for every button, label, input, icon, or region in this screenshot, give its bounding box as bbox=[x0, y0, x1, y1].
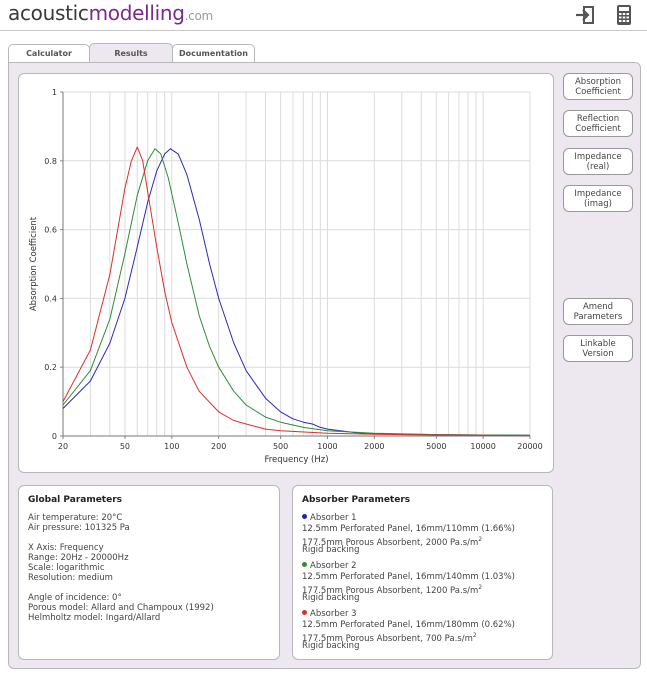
absorber-2-color-dot bbox=[302, 562, 307, 567]
absorber-1-panel: 12.5mm Perforated Panel, 16mm/110mm (1.6… bbox=[302, 524, 515, 534]
absorber-1-porous: 177.5mm Porous Absorbent, 2000 Pa.s/m2 bbox=[302, 535, 482, 548]
button-label-line2: Coefficient bbox=[575, 123, 621, 134]
param-line: Porous model: Allard and Champoux (1992) bbox=[28, 603, 214, 613]
x-tick-label: 2000 bbox=[364, 442, 384, 451]
absorber-1-backing: Rigid backing bbox=[302, 545, 360, 555]
absorber-2-name: Absorber 2 bbox=[302, 561, 357, 571]
y-tick-label: 0.6 bbox=[44, 226, 57, 235]
series-line-2 bbox=[62, 148, 531, 436]
superscript: 2 bbox=[478, 584, 483, 591]
series-line-1 bbox=[62, 148, 531, 436]
y-tick-label: 0.2 bbox=[44, 363, 57, 372]
superscript: 2 bbox=[478, 536, 483, 543]
x-tick-label: 500 bbox=[273, 442, 288, 451]
x-tick-label: 20 bbox=[58, 442, 68, 451]
y-tick-label: 0.8 bbox=[44, 157, 57, 166]
button-label-line2: Parameters bbox=[573, 311, 623, 322]
param-line: Range: 20Hz - 20000Hz bbox=[28, 553, 129, 563]
absorber-2-label: Absorber 2 bbox=[310, 561, 357, 571]
logo-part-2: modelling bbox=[88, 1, 185, 25]
absorber-2-backing: Rigid backing bbox=[302, 593, 360, 603]
header-divider bbox=[0, 30, 647, 31]
global-parameters-title: Global Parameters bbox=[28, 495, 123, 505]
y-tick-label: 0 bbox=[52, 432, 57, 441]
param-line: Angle of incidence: 0° bbox=[28, 593, 122, 603]
button-label-line1: Impedance bbox=[574, 151, 622, 162]
x-tick-label: 50 bbox=[120, 442, 130, 451]
param-line: Scale: logarithmic bbox=[28, 563, 105, 573]
param-line: Resolution: medium bbox=[28, 573, 113, 583]
absorber-3-porous: 177.5mm Porous Absorbent, 700 Pa.s/m2 bbox=[302, 631, 477, 644]
absorber-1-color-dot bbox=[302, 514, 307, 519]
superscript: 2 bbox=[472, 632, 477, 639]
button-label-line2: Coefficient bbox=[575, 86, 621, 97]
y-tick-label: 1 bbox=[52, 88, 57, 97]
header: acousticmodelling.com bbox=[0, 0, 647, 32]
x-tick-label: 100 bbox=[164, 442, 179, 451]
absorber-3-color-dot bbox=[302, 610, 307, 615]
absorber-2-porous-text: 177.5mm Porous Absorbent, 1200 Pa.s/m bbox=[302, 585, 479, 596]
absorber-3-porous-text: 177.5mm Porous Absorbent, 700 Pa.s/m bbox=[302, 633, 473, 644]
param-line: X Axis: Frequency bbox=[28, 543, 104, 553]
x-axis-label: Frequency (Hz) bbox=[264, 455, 328, 465]
param-line: Air pressure: 101325 Pa bbox=[28, 523, 130, 533]
button-label-line2: (real) bbox=[586, 161, 610, 172]
absorber-1-name: Absorber 1 bbox=[302, 513, 357, 523]
absorber-parameters-box: Absorber Parameters Absorber 1 12.5mm Pe… bbox=[292, 485, 553, 660]
absorber-2-panel: 12.5mm Perforated Panel, 16mm/140mm (1.0… bbox=[302, 572, 515, 582]
x-tick-label: 1000 bbox=[317, 442, 337, 451]
button-label-line1: Absorption bbox=[574, 76, 621, 87]
global-parameters-box: Global Parameters Air temperature: 20°C … bbox=[18, 485, 280, 660]
param-line: Helmholtz model: Ingard/Allard bbox=[28, 613, 161, 623]
x-tick-label: 5000 bbox=[426, 442, 446, 451]
logo-part-3: .com bbox=[184, 9, 214, 23]
tab-documentation[interactable]: Documentation bbox=[172, 44, 255, 62]
absorption-chart: 0 0.2 0.4 0.6 0.8 1 20 50 100 200 500 1000 2000 5000 1… bbox=[29, 88, 543, 465]
site-logo[interactable]: acousticmodelling.com bbox=[8, 1, 213, 25]
x-tick-label: 200 bbox=[211, 442, 226, 451]
chart-container: 0 0.2 0.4 0.6 0.8 1 20 50 100 200 500 1000 2000 5000 1… bbox=[18, 73, 554, 473]
absorber-1-porous-text: 177.5mm Porous Absorbent, 2000 Pa.s/m bbox=[302, 537, 479, 548]
impedance-real-button[interactable]: Impedance (real) bbox=[563, 148, 633, 175]
button-label-line1: Linkable bbox=[580, 338, 616, 349]
button-label-line1: Amend bbox=[582, 301, 614, 312]
x-tick-label: 10000 bbox=[470, 442, 495, 451]
absorber-3-name: Absorber 3 bbox=[302, 609, 357, 619]
absorber-3-label: Absorber 3 bbox=[310, 609, 357, 619]
absorber-3-panel: 12.5mm Perforated Panel, 16mm/180mm (0.6… bbox=[302, 620, 515, 630]
button-label-line2: Version bbox=[582, 348, 614, 359]
y-tick-label: 0.4 bbox=[44, 294, 57, 303]
exit-icon[interactable] bbox=[574, 4, 596, 26]
x-tick-label: 20000 bbox=[517, 442, 542, 451]
absorber-parameters-title: Absorber Parameters bbox=[302, 495, 411, 505]
param-line: Air temperature: 20°C bbox=[28, 513, 123, 523]
calculator-icon[interactable] bbox=[613, 4, 635, 26]
series-line-3 bbox=[62, 146, 531, 437]
y-axis-label: Absorption Coefficient bbox=[29, 216, 39, 311]
tab-results[interactable]: Results bbox=[89, 43, 173, 63]
absorber-3-backing: Rigid backing bbox=[302, 641, 360, 651]
logo-part-1: acoustic bbox=[8, 1, 89, 25]
absorption-coefficient-button[interactable]: Absorption Coefficient bbox=[563, 73, 633, 100]
button-label-line1: Reflection bbox=[576, 113, 620, 124]
tab-calculator[interactable]: Calculator bbox=[8, 44, 90, 62]
amend-parameters-button[interactable]: Amend Parameters bbox=[563, 298, 633, 325]
linkable-version-button[interactable]: Linkable Version bbox=[563, 335, 633, 362]
absorber-1-label: Absorber 1 bbox=[310, 513, 357, 523]
reflection-coefficient-button[interactable]: Reflection Coefficient bbox=[563, 110, 633, 137]
impedance-imag-button[interactable]: Impedance (imag) bbox=[563, 185, 633, 212]
button-label-line1: Impedance bbox=[574, 188, 622, 199]
button-label-line2: (imag) bbox=[584, 198, 612, 209]
absorber-2-porous: 177.5mm Porous Absorbent, 1200 Pa.s/m2 bbox=[302, 583, 482, 596]
